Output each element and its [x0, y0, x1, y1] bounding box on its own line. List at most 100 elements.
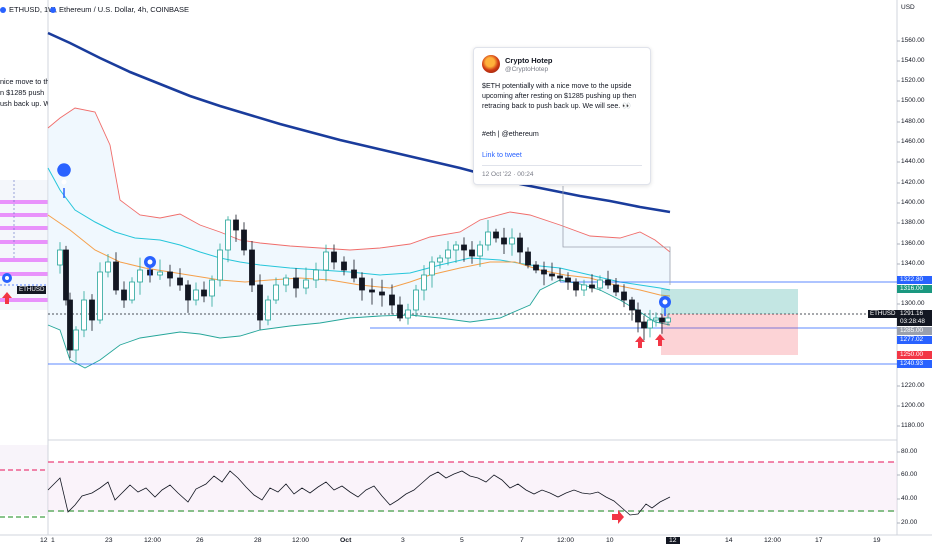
price-tag-1250: 1250.00	[897, 351, 932, 359]
price-tick: 1300.00	[901, 300, 925, 307]
rsi-tick: 20.00	[901, 519, 918, 526]
candle-body	[249, 249, 255, 286]
candle-body	[313, 269, 319, 281]
candle-body	[303, 279, 309, 289]
candle-body	[359, 277, 365, 291]
price-tick: 1500.00	[901, 97, 925, 104]
left-ticker-tag: ETHUSD	[17, 286, 47, 294]
candle-body	[185, 284, 191, 301]
candle-body	[629, 299, 635, 311]
rsi-tick: 60.00	[901, 471, 918, 478]
rsi-signal-arrow-icon	[612, 510, 624, 524]
candle-body	[137, 269, 143, 283]
candle-body	[509, 237, 515, 245]
candle-body	[461, 244, 467, 251]
candle-body	[97, 271, 103, 321]
candle-body	[283, 277, 289, 286]
price-axis[interactable]: USD 1560.00 1540.00 1520.00 1500.00 1480…	[897, 0, 932, 535]
candle-body	[209, 279, 215, 297]
price-tick: 1460.00	[901, 138, 925, 145]
candle-body	[549, 273, 555, 277]
tweet-card[interactable]: Crypto Hotep @CryptoHotep $ETH potential…	[473, 47, 651, 185]
candle-body	[57, 249, 63, 266]
marker-pin-3[interactable]	[659, 296, 671, 316]
band-upper-line	[47, 107, 671, 253]
time-label: 5	[460, 537, 464, 544]
time-label: 7	[520, 537, 524, 544]
time-label: 14	[725, 537, 733, 544]
candle-body	[369, 289, 375, 293]
candle-body	[621, 291, 627, 301]
tweet-divider	[482, 165, 642, 166]
candle-body	[405, 309, 411, 319]
price-tick: 1440.00	[901, 158, 925, 165]
candle-body	[217, 249, 223, 281]
candle-body	[533, 264, 539, 271]
candle-body	[641, 321, 647, 329]
symbol-status-icon	[50, 7, 56, 13]
time-label: 26	[196, 537, 204, 544]
candle-body	[201, 289, 207, 297]
price-tick: 1200.00	[901, 402, 925, 409]
up-arrow-icon	[635, 336, 645, 348]
price-tick: 1380.00	[901, 219, 925, 226]
tweet-hashtags: #eth | @ethereum	[482, 130, 539, 138]
candlestick-series	[57, 214, 671, 362]
tweet-connector	[562, 186, 671, 285]
candle-body	[225, 219, 231, 251]
candle-body	[63, 249, 69, 301]
time-label-current: 12	[666, 537, 680, 544]
rsi-tick: 80.00	[901, 448, 918, 455]
candle-body	[659, 317, 665, 323]
candle-body	[241, 229, 247, 251]
candle-body	[341, 261, 347, 271]
candle-body	[613, 284, 619, 293]
rsi-tick: 40.00	[901, 495, 918, 502]
time-label: 12	[40, 537, 48, 544]
current-price-tag: 1291.16	[897, 310, 932, 318]
ma-orange-line	[47, 214, 671, 297]
candle-body	[493, 231, 499, 239]
candle-body	[89, 299, 95, 321]
price-tick: 1220.00	[901, 382, 925, 389]
main-chart-title[interactable]: Ethereum / U.S. Dollar, 4h, COINBASE	[50, 5, 189, 14]
time-label: 1	[51, 537, 55, 544]
price-tick: 1400.00	[901, 199, 925, 206]
candle-body	[501, 237, 507, 245]
price-tag-1322: 1322.80	[897, 276, 932, 284]
candle-body	[121, 289, 127, 301]
candle-body	[73, 329, 79, 351]
price-tick: 1560.00	[901, 37, 925, 44]
candle-body	[113, 261, 119, 291]
link-to-tweet[interactable]: Link to tweet	[482, 151, 522, 159]
marker-pin-2[interactable]	[144, 256, 156, 276]
candle-body	[517, 237, 523, 253]
tweet-date: 12 Oct '22 · 00:24	[482, 171, 534, 178]
long-position-profit-zone[interactable]	[661, 289, 798, 314]
marker-pin-left[interactable]	[2, 273, 12, 283]
weekly-chart-title[interactable]: ETHUSD, 1W,	[0, 5, 57, 14]
candle-body	[323, 251, 329, 271]
candle-body	[157, 271, 163, 276]
candle-body	[105, 261, 111, 273]
left-tweet-fragment: nice move to th n $1285 push ush back up. …	[0, 77, 48, 108]
candle-body	[647, 319, 653, 329]
price-tag-1316: 1316.00	[897, 285, 932, 293]
marker-pin-1[interactable]	[57, 163, 71, 198]
candle-body	[581, 284, 587, 291]
candle-body	[331, 251, 337, 263]
candle-body	[257, 284, 263, 321]
band-fill	[48, 108, 670, 368]
candle-body	[541, 269, 547, 275]
candle-body	[129, 281, 135, 301]
currency-label: USD	[901, 4, 915, 11]
candle-body	[265, 299, 271, 321]
candle-body	[413, 289, 419, 311]
price-tick: 1340.00	[901, 260, 925, 267]
long-position-loss-zone[interactable]	[661, 314, 798, 355]
candle-body	[193, 289, 199, 301]
price-axis-ticks	[897, 40, 900, 524]
price-tag-1240: 1240.93	[897, 360, 932, 368]
